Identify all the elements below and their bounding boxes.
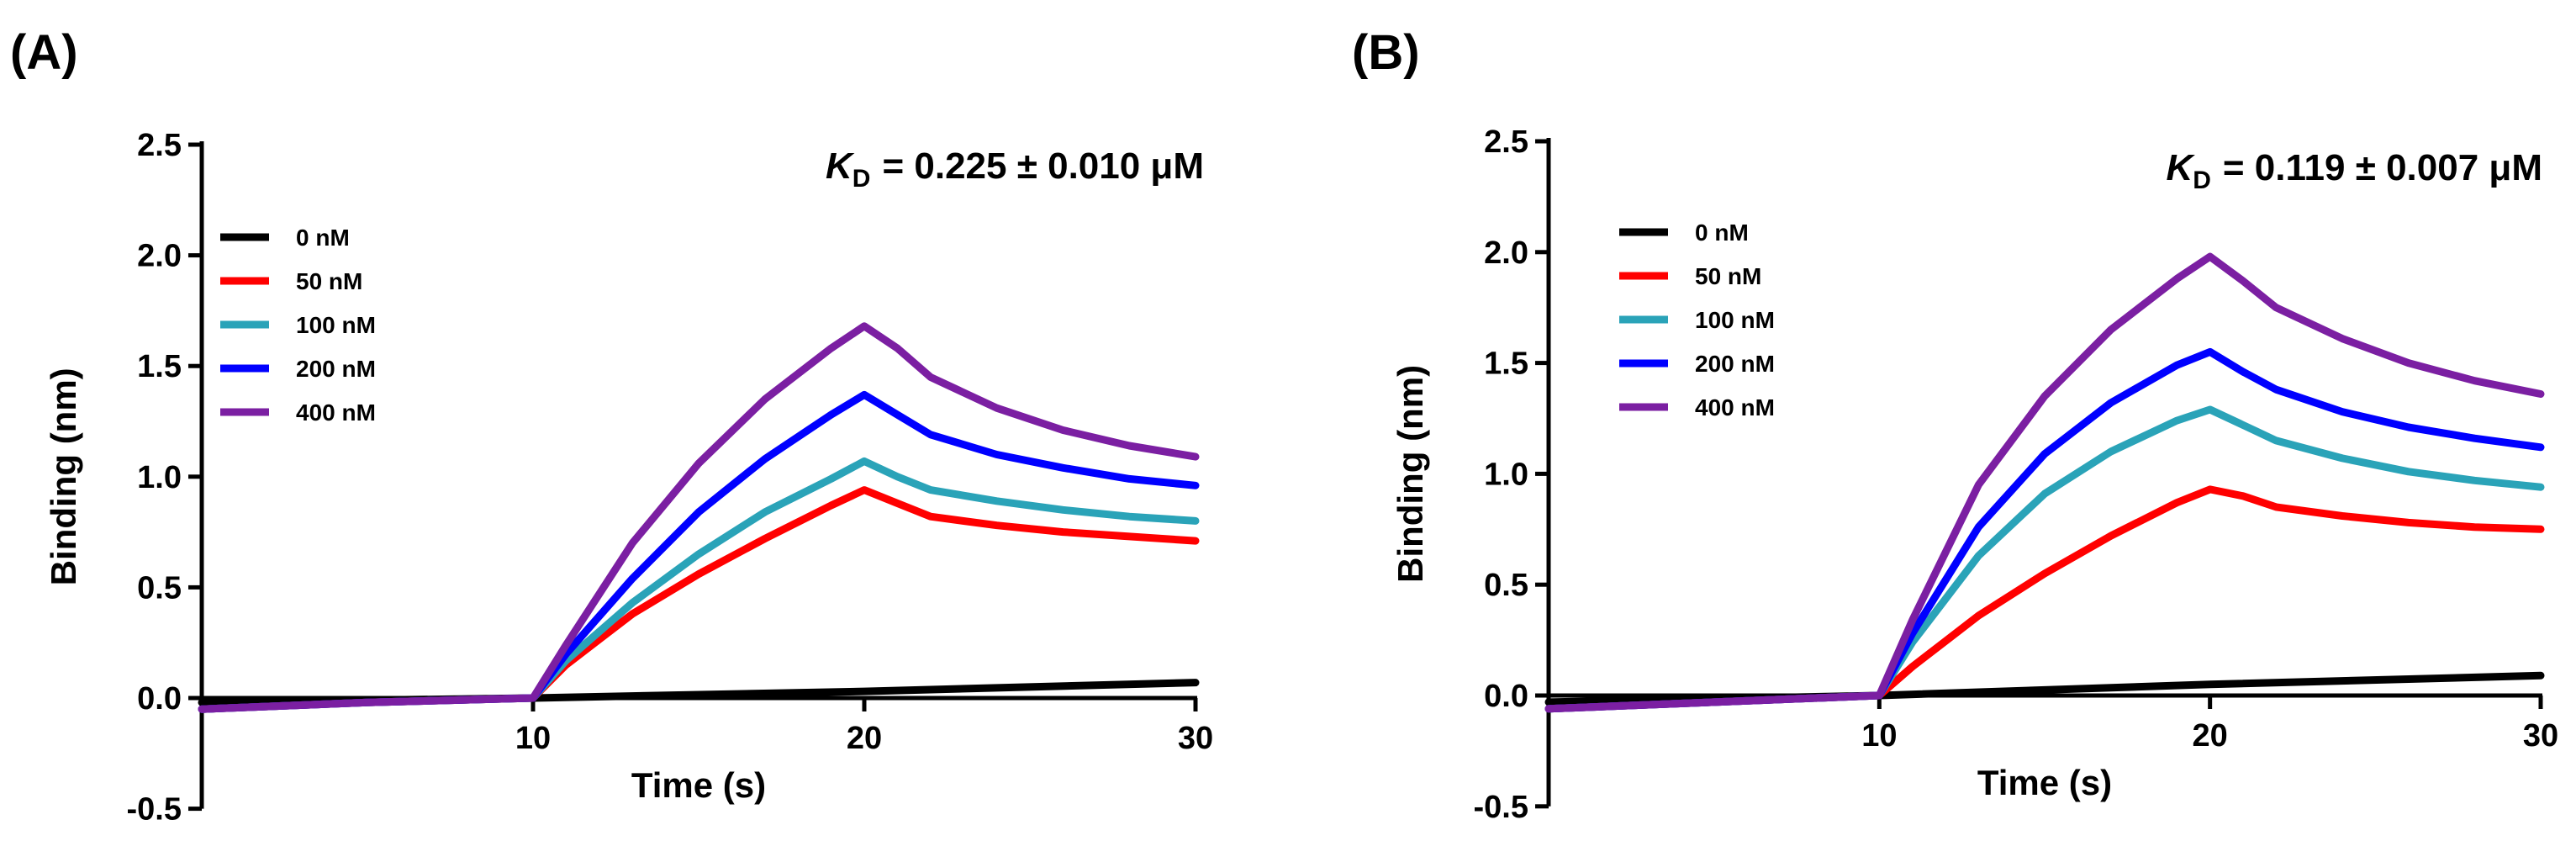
y-tick-label: 2.0 xyxy=(137,239,182,274)
y-tick-label: -0.5 xyxy=(127,792,182,828)
legend-label: 0 nM xyxy=(296,225,350,251)
y-tick-label: -0.5 xyxy=(1474,790,1528,825)
kd-symbol: K xyxy=(826,145,855,187)
x-tick-label: 20 xyxy=(847,721,882,756)
panel-label: (A) xyxy=(10,25,78,80)
kd-annotation: KD = 0.225 ± 0.010 μM xyxy=(826,145,1204,193)
series-line-400-nm xyxy=(198,322,1200,713)
x-tick-label: 30 xyxy=(2523,718,2558,754)
y-tick-label: 0.0 xyxy=(137,681,182,717)
series-line-50-nm xyxy=(198,486,1200,713)
series-line-400-nm xyxy=(1544,252,2545,713)
legend-label: 0 nM xyxy=(1695,220,1749,246)
panel-a: (A) -0.5 0.0 0.5 1.0 1.5 2.0 2.5 10 20 30 Time (s) B… xyxy=(10,25,1213,828)
kd-symbol: K xyxy=(2166,147,2195,188)
legend-label: 200 nM xyxy=(296,356,376,382)
kd-annotation: KD = 0.119 ± 0.007 μM xyxy=(2166,147,2542,194)
y-tick-label: 0.5 xyxy=(1484,568,1528,603)
series-line-100-nm xyxy=(198,457,1200,713)
kd-subscript: D xyxy=(853,165,871,193)
x-tick-label: 10 xyxy=(515,721,551,756)
legend-label: 50 nM xyxy=(296,268,362,294)
panel-b: (B) -0.5 0.0 0.5 1.0 1.5 2.0 2.5 10 20 30 Time (s) B… xyxy=(1352,25,2558,825)
x-axis-title: Time (s) xyxy=(1977,763,2112,802)
legend-label: 100 nM xyxy=(1695,307,1775,333)
y-tick-label: 1.0 xyxy=(1484,457,1528,492)
legend-label: 100 nM xyxy=(296,312,376,338)
y-tick-label: 2.5 xyxy=(137,128,182,163)
x-tick-label: 30 xyxy=(1178,721,1213,756)
legend-label: 50 nM xyxy=(1695,263,1761,289)
y-tick-label: 0.0 xyxy=(1484,679,1528,714)
y-tick-label: 1.0 xyxy=(137,460,182,495)
y-tick-label: 1.5 xyxy=(1484,346,1528,382)
y-tick-label: 2.0 xyxy=(1484,235,1528,271)
y-axis-title: Binding (nm) xyxy=(1391,365,1430,583)
kd-subscript: D xyxy=(2193,167,2211,194)
y-axis-title: Binding (nm) xyxy=(44,368,83,585)
x-tick-label: 10 xyxy=(1861,718,1897,754)
y-tick-label: 1.5 xyxy=(137,349,182,384)
legend-label: 200 nM xyxy=(1695,351,1775,377)
series-line-0-nm xyxy=(1544,671,2545,706)
panel-label: (B) xyxy=(1352,25,1420,80)
y-tick-label: 0.5 xyxy=(137,570,182,606)
series-line-50-nm xyxy=(1544,485,2545,713)
y-tick-label: 2.5 xyxy=(1484,124,1528,160)
kd-value: = 0.225 ± 0.010 μM xyxy=(882,145,1204,187)
legend-label: 400 nM xyxy=(1695,394,1775,420)
legend-label: 400 nM xyxy=(296,399,376,426)
x-axis-title: Time (s) xyxy=(631,765,766,805)
x-tick-label: 20 xyxy=(2193,718,2228,754)
kd-value: = 0.119 ± 0.007 μM xyxy=(2223,147,2542,188)
